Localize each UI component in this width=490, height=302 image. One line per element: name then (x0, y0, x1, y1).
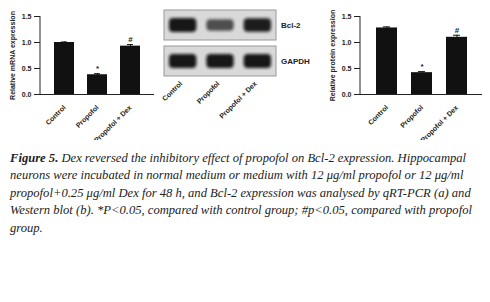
svg-text:#: # (455, 26, 460, 35)
svg-text:Control: Control (44, 104, 67, 127)
svg-text:Propofol + Dex: Propofol + Dex (218, 80, 259, 121)
svg-text:Propofol: Propofol (74, 104, 100, 130)
svg-text:1.0: 1.0 (22, 39, 32, 46)
svg-text:0.0: 0.0 (342, 91, 352, 98)
svg-text:1.5: 1.5 (22, 13, 32, 20)
svg-text:0.0: 0.0 (22, 91, 32, 98)
svg-text:Relative protein expression: Relative protein expression (329, 10, 337, 101)
svg-text:GAPDH: GAPDH (281, 57, 310, 66)
svg-text:Relative mRNA expression: Relative mRNA expression (9, 11, 17, 100)
svg-text:#: # (128, 35, 133, 44)
svg-text:Control: Control (161, 80, 184, 103)
svg-text:1.0: 1.0 (342, 39, 352, 46)
svg-text:0.5: 0.5 (22, 65, 32, 72)
svg-text:*: * (96, 64, 100, 73)
svg-text:1.5: 1.5 (342, 13, 352, 20)
svg-text:0.5: 0.5 (342, 65, 352, 72)
svg-text:Propofol + Dex: Propofol + Dex (93, 104, 134, 140)
svg-text:*: * (420, 62, 424, 71)
svg-text:Propofol: Propofol (399, 104, 425, 130)
svg-text:Propofol + Dex: Propofol + Dex (419, 104, 460, 140)
svg-text:Propofol: Propofol (195, 80, 221, 106)
svg-text:Bcl-2: Bcl-2 (281, 21, 301, 30)
html-text:Figure 5. Dex reversed the inh: Figure 5. Dex reversed the inhibitory ef… (10, 151, 472, 235)
svg-text:Control: Control (367, 104, 390, 127)
